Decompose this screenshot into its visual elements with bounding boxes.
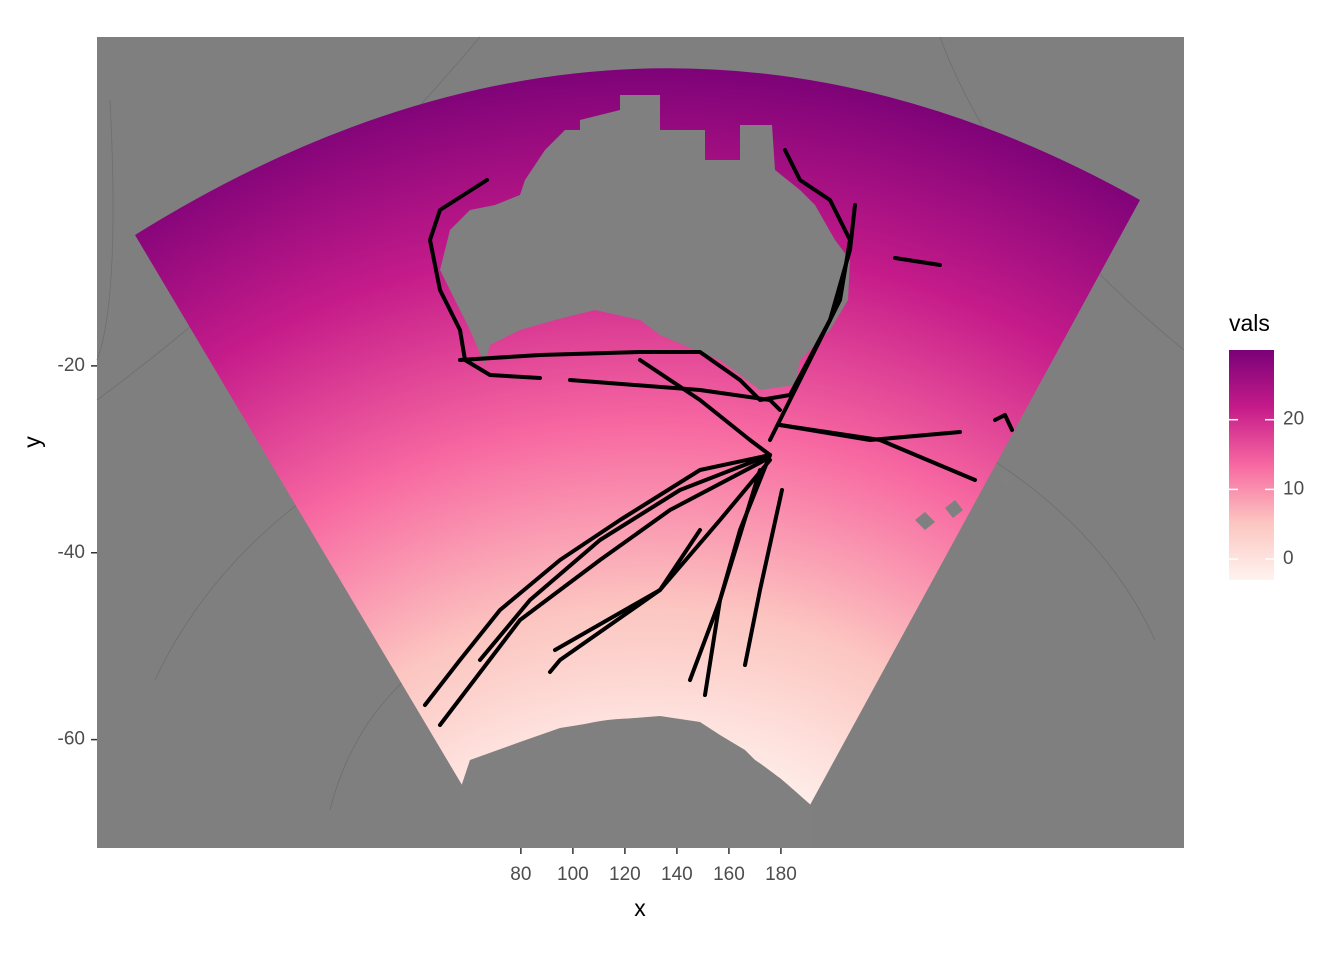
- colorbar-label: 0: [1283, 548, 1294, 569]
- colorbar-label: 10: [1283, 478, 1304, 499]
- legend-title: vals: [1229, 310, 1270, 336]
- y-axis-label: y: [19, 436, 45, 448]
- australia: [440, 95, 850, 390]
- x-tick-label: 160: [713, 864, 745, 885]
- x-tick-label: 120: [609, 864, 641, 885]
- x-axis-label: x: [634, 895, 646, 921]
- ship-tracks: [423, 148, 1014, 727]
- colorbar-label: 20: [1283, 409, 1304, 430]
- colorbar: [1229, 350, 1274, 580]
- y-tick-label: -40: [58, 542, 85, 563]
- y-tick-label: -20: [58, 355, 85, 376]
- x-tick-label: 140: [661, 864, 693, 885]
- x-tick-label: 180: [765, 864, 797, 885]
- y-tick-label: -60: [58, 729, 85, 750]
- antarctica: [460, 716, 812, 848]
- islands: [915, 470, 1014, 530]
- x-tick-label: 80: [510, 864, 531, 885]
- value-field: [135, 68, 1140, 806]
- x-tick-label: 100: [557, 864, 589, 885]
